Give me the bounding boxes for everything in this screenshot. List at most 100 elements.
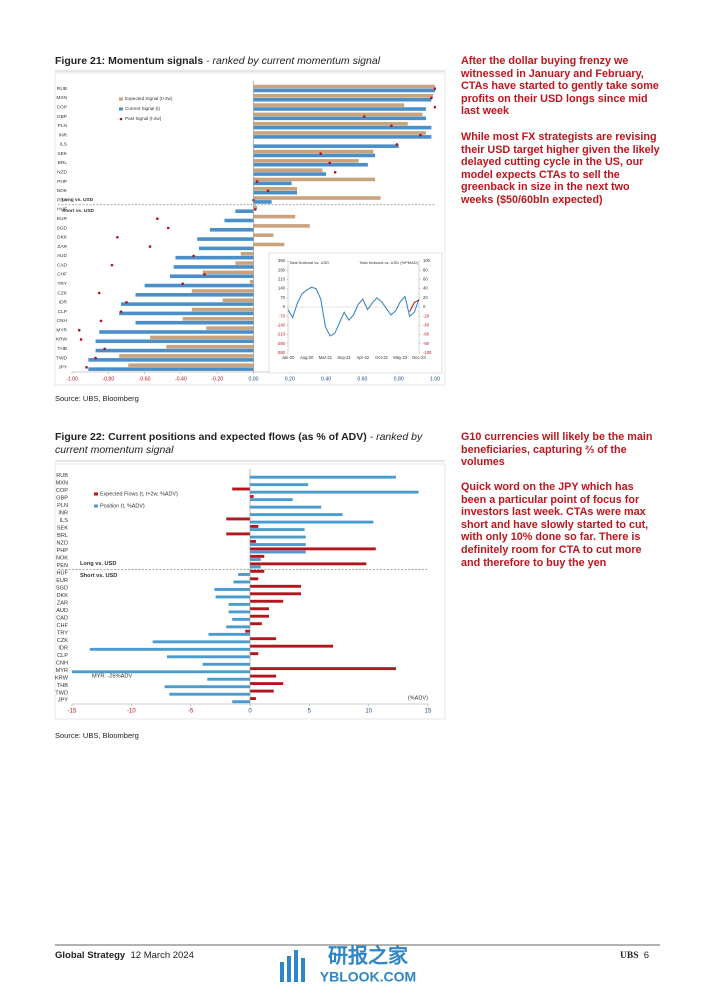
- bar: [226, 517, 250, 521]
- bar: [170, 274, 254, 279]
- x-tick-label: Sep-21: [337, 355, 351, 360]
- bar: [253, 94, 434, 98]
- x-tick-label: 0.00: [248, 376, 258, 382]
- bar: [250, 558, 261, 561]
- bar: [166, 655, 250, 659]
- category-label: CAD: [56, 615, 68, 621]
- y-tick-label: -140: [277, 323, 286, 328]
- signal-dot: [254, 208, 257, 211]
- category-label: GBP: [57, 114, 67, 120]
- x-tick-label: -0.60: [139, 376, 151, 382]
- x-tick-label: 5: [308, 709, 312, 715]
- bar: [228, 602, 250, 606]
- commentary: Quick word on the JPY which has been a p…: [461, 481, 649, 569]
- category-label: ILS: [60, 518, 69, 524]
- bar: [233, 580, 250, 584]
- annotation: Short vs. USD: [62, 208, 95, 214]
- watermark-logo: [280, 950, 305, 982]
- bar: [144, 283, 254, 288]
- y2-tick-label: 60: [423, 277, 428, 282]
- bar: [250, 697, 256, 701]
- x-tick-label: Apr-22: [357, 355, 370, 360]
- y-tick-label: 70: [280, 295, 285, 300]
- bar: [202, 662, 250, 666]
- bar: [228, 610, 250, 614]
- legend-swatch: [94, 492, 98, 496]
- annotation: MYR: -26%ADV: [92, 673, 132, 679]
- x-tick-label: 0.20: [285, 376, 295, 382]
- y-tick-label: -210: [277, 332, 286, 337]
- y-tick-label: -280: [277, 341, 286, 346]
- category-label: HUF: [57, 207, 67, 213]
- signal-dot: [362, 115, 366, 118]
- signal-dot: [99, 319, 103, 323]
- bar: [232, 700, 250, 704]
- bar: [191, 307, 254, 312]
- bar: [250, 550, 306, 554]
- bar: [222, 298, 254, 303]
- legend-swatch: [94, 504, 98, 508]
- bar: [250, 520, 374, 524]
- signal-dot: [430, 96, 433, 100]
- bar: [250, 637, 277, 641]
- chart-frame: [54, 72, 446, 386]
- x-tick-label: Oct-22: [375, 355, 388, 360]
- bar: [250, 577, 259, 581]
- x-tick-label: -15: [68, 709, 77, 715]
- annotation: (%ADV): [408, 695, 428, 701]
- category-label: THB: [57, 683, 68, 689]
- bar: [249, 279, 254, 284]
- bar: [250, 644, 334, 648]
- footer-right: UBS 6: [620, 950, 649, 961]
- category-label: JPY: [58, 698, 69, 704]
- bar: [215, 595, 250, 599]
- y-tick-label: 0: [283, 304, 286, 309]
- y-tick-label: 280: [278, 267, 286, 272]
- x-tick-label: 0.40: [321, 376, 331, 382]
- bar: [253, 186, 298, 191]
- y-tick-label: 350: [278, 258, 286, 263]
- category-label: MYR: [56, 327, 67, 333]
- category-label: PEN: [56, 563, 68, 569]
- bar: [226, 532, 250, 536]
- bar: [164, 685, 250, 689]
- y-tick-label: -350: [277, 350, 286, 355]
- y2-tick-label: -40: [423, 323, 430, 328]
- bar: [253, 153, 376, 158]
- category-label: CHF: [57, 623, 69, 629]
- bar: [250, 483, 309, 487]
- bar: [250, 490, 419, 494]
- category-label: ZAR: [57, 600, 68, 606]
- bar: [250, 498, 293, 502]
- y2-tick-label: 0: [423, 304, 426, 309]
- signal-dot: [85, 366, 88, 369]
- commentary: After the dollar buying frenzy we witnes…: [461, 55, 659, 118]
- bar: [250, 682, 284, 686]
- x-tick-label: 0.60: [357, 376, 367, 382]
- bar: [95, 339, 254, 344]
- bar: [224, 218, 254, 223]
- x-tick-label: 0.80: [394, 376, 404, 382]
- category-label: BRL: [57, 533, 68, 539]
- signal-dot: [94, 356, 97, 360]
- category-label: JPY: [58, 365, 68, 371]
- signal-dot: [192, 254, 195, 258]
- category-label: ZAR: [57, 244, 67, 250]
- category-label: IDR: [59, 300, 68, 306]
- legend-label: Expected Flows (t, t+2w, %ADV): [100, 491, 178, 497]
- category-label: PLN: [57, 503, 68, 509]
- y-tick-label: -70: [279, 313, 286, 318]
- bar: [250, 513, 343, 517]
- commentary: While most FX strategists are revising t…: [461, 131, 660, 206]
- bar: [214, 588, 250, 591]
- signal-dot: [203, 273, 206, 276]
- bar: [202, 270, 254, 275]
- bar: [250, 622, 262, 626]
- signal-dot: [395, 143, 399, 146]
- bar: [240, 251, 254, 256]
- category-label: PHP: [57, 179, 67, 185]
- watermark-url: YBLOOK.COM: [320, 969, 416, 985]
- category-label: CNH: [56, 660, 68, 666]
- category-label: IDR: [58, 645, 68, 651]
- category-label: TRY: [57, 630, 68, 636]
